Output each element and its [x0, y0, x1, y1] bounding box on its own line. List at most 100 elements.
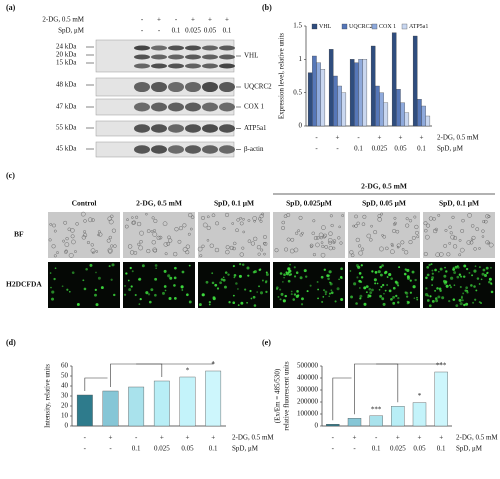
- condition-value: 0.1: [223, 27, 232, 35]
- cell: [208, 300, 211, 304]
- cell: [423, 251, 428, 257]
- cell: [239, 262, 242, 266]
- cell: [95, 303, 99, 307]
- cell: [431, 299, 435, 303]
- cell: [360, 276, 364, 279]
- cell: [359, 280, 362, 283]
- cell: [353, 282, 357, 286]
- cell: [174, 227, 179, 232]
- cell: [282, 299, 286, 303]
- condition-value: +: [109, 434, 113, 442]
- condition-value: -: [158, 27, 161, 35]
- blot-band: [185, 102, 201, 112]
- cell: [232, 246, 236, 251]
- blot-band: [168, 124, 184, 133]
- condition-value: +: [378, 134, 382, 142]
- cell: [459, 247, 465, 253]
- cell: [332, 241, 336, 245]
- cell: [481, 229, 485, 233]
- cell: [431, 276, 435, 280]
- cell: [467, 212, 472, 218]
- condition-value: +: [396, 434, 400, 442]
- cell: [478, 283, 481, 285]
- cell: [428, 216, 433, 221]
- cell: [438, 287, 442, 291]
- micrograph: [123, 262, 195, 308]
- cell: [363, 302, 367, 306]
- cell: [281, 225, 286, 231]
- cell: [81, 235, 87, 240]
- cell: [113, 293, 116, 297]
- cell: [187, 232, 191, 236]
- cell: [285, 272, 289, 276]
- cell: [110, 244, 114, 248]
- cell: [244, 288, 247, 291]
- cell: [450, 276, 454, 280]
- cell: [416, 298, 419, 301]
- condition-value: +: [225, 16, 229, 24]
- cell: [397, 296, 400, 300]
- cell: [110, 214, 114, 218]
- cell: [320, 252, 326, 258]
- cell: [379, 294, 383, 298]
- bar: [379, 92, 384, 127]
- cell: [292, 298, 296, 301]
- blot-band: [134, 102, 150, 112]
- cell: [163, 285, 167, 288]
- cell: [125, 272, 128, 275]
- column-header: SpD, 0.1 μM: [439, 199, 479, 208]
- condition-value: +: [420, 134, 424, 142]
- cell: [215, 221, 220, 226]
- cell: [211, 272, 214, 275]
- panel-label: (c): [6, 171, 15, 180]
- cell: [85, 268, 88, 271]
- condition-value: +: [336, 134, 340, 142]
- condition-value: 0.05: [181, 445, 194, 453]
- cell: [379, 265, 382, 269]
- blot-band: [168, 102, 184, 112]
- cell: [392, 286, 396, 290]
- y-tick-label: 40: [61, 382, 69, 390]
- cell: [202, 222, 208, 228]
- cell: [128, 288, 132, 292]
- cell: [293, 275, 297, 278]
- legend-swatch: [341, 23, 348, 30]
- cell: [177, 239, 182, 244]
- cell: [188, 264, 191, 267]
- blot-band: [151, 54, 167, 60]
- blot-band: [202, 145, 218, 154]
- cell: [283, 214, 288, 219]
- protein-label: VHL: [244, 52, 258, 60]
- blot-band: [219, 63, 235, 69]
- cell: [445, 270, 448, 273]
- cell: [281, 220, 286, 225]
- cell: [459, 285, 462, 289]
- cell: [163, 242, 169, 247]
- cell: [205, 280, 209, 284]
- cell: [290, 293, 293, 296]
- blot-band: [134, 145, 150, 154]
- cell: [349, 270, 352, 272]
- cell: [338, 278, 340, 281]
- cell: [424, 228, 428, 233]
- cell: [108, 235, 112, 240]
- bar: [396, 89, 401, 127]
- condition-label: SpD, μM: [58, 27, 85, 35]
- cell: [90, 243, 94, 247]
- bracket: [110, 363, 163, 387]
- legend-swatch: [371, 23, 378, 30]
- cell: [100, 286, 104, 290]
- cell: [330, 289, 333, 292]
- bar: [341, 92, 347, 127]
- protein-label: UQCRC2: [244, 83, 272, 91]
- cell: [293, 247, 299, 253]
- marker-label: 55 kDa: [56, 124, 77, 132]
- blot-band: [219, 124, 235, 133]
- cell: [425, 276, 428, 280]
- bar: [412, 402, 427, 427]
- cell: [382, 302, 386, 306]
- cell: [229, 245, 234, 251]
- cell: [384, 289, 387, 292]
- cell: [138, 245, 144, 251]
- bar: [358, 59, 363, 127]
